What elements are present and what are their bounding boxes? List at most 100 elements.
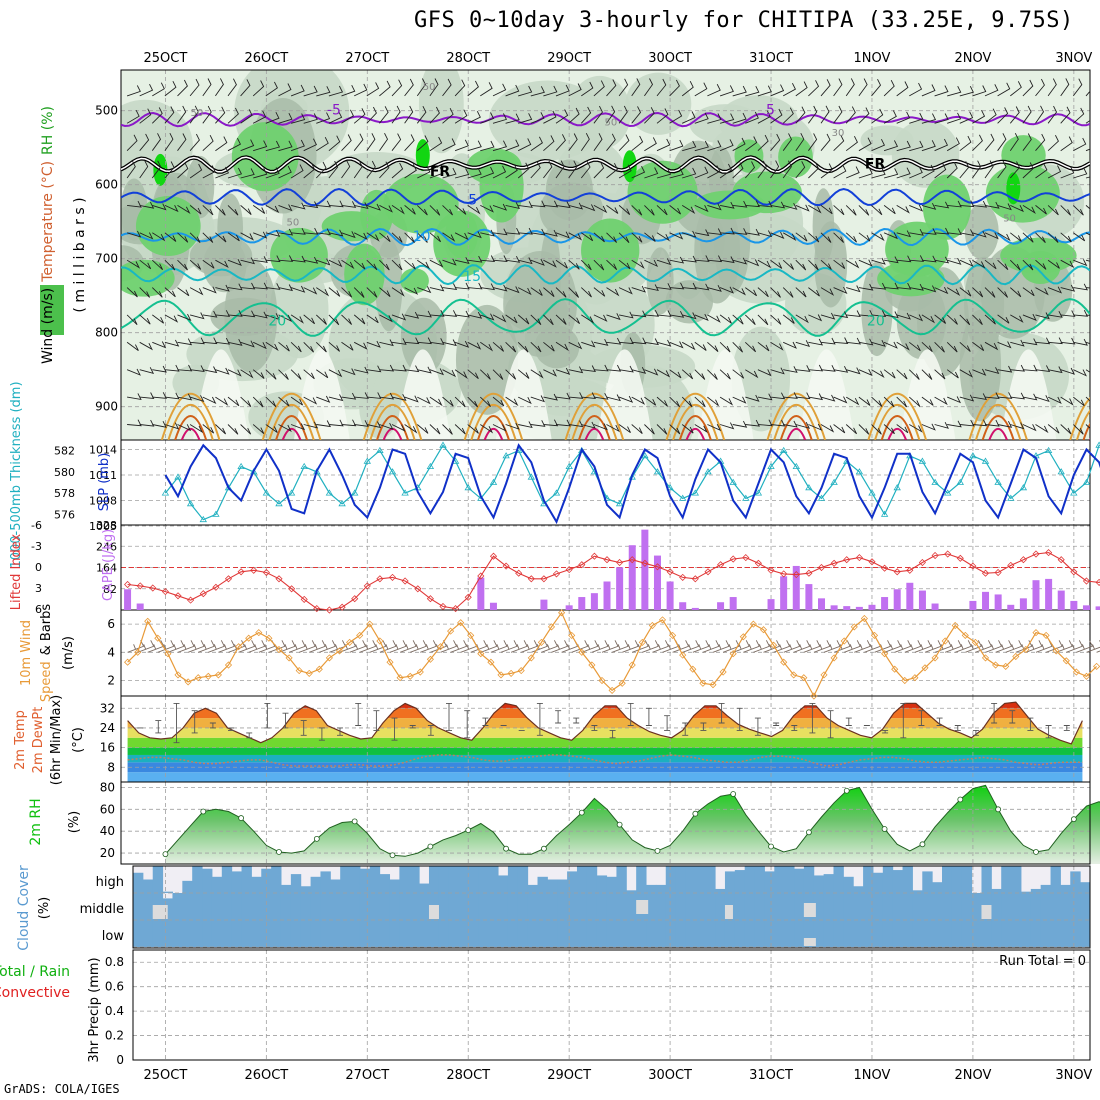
cloud-cell — [567, 871, 578, 893]
wind-barb — [442, 107, 454, 124]
wind-barb — [530, 287, 543, 296]
wind-barb — [379, 314, 393, 323]
cloud-cell — [616, 866, 627, 893]
wind-barb — [618, 232, 630, 244]
wind-barb — [845, 135, 858, 152]
wind-barb — [580, 160, 591, 179]
wind-barb — [1035, 78, 1045, 97]
rh2m-marker — [1070, 816, 1077, 823]
wind-barb — [404, 259, 416, 270]
wind-barb — [278, 112, 293, 124]
cape-bar — [603, 581, 611, 610]
thickness-marker — [855, 468, 864, 475]
wind-barb — [518, 257, 533, 265]
wind-barb — [997, 232, 1011, 242]
cloud-cell — [734, 893, 746, 920]
wind-barb — [1035, 205, 1047, 215]
wind-barb — [328, 200, 344, 208]
y-tick-label-thickness: 576 — [54, 508, 75, 521]
wind-barb — [278, 140, 293, 152]
wind-barb — [732, 341, 744, 353]
wind-barb — [934, 286, 949, 295]
rh-contour-label: 50 — [604, 118, 617, 129]
cloud-cell — [133, 893, 144, 920]
wind-barb — [997, 259, 1009, 271]
cloud-cell — [823, 920, 834, 947]
cape-bar — [780, 576, 788, 610]
thickness-marker — [300, 462, 308, 469]
wind-barb — [618, 205, 631, 215]
wind-barb — [1085, 396, 1090, 402]
y-tick-label-wind: 6 — [107, 617, 115, 631]
wind-speed-marker — [1052, 647, 1060, 655]
isotherm-surface-arch — [1082, 422, 1090, 440]
wind-barb — [909, 204, 924, 212]
wind-speed-marker — [235, 643, 243, 651]
cloud-cell — [695, 866, 706, 893]
rh-dry-plume — [596, 349, 653, 440]
cloud-cell — [517, 893, 529, 920]
wind-barb — [984, 392, 1000, 400]
wind-barb — [126, 230, 142, 238]
wind-barb — [328, 135, 341, 152]
wind-barb — [555, 160, 565, 179]
wind-barb — [139, 314, 151, 325]
wind-barb — [518, 85, 533, 97]
cloud-cell — [843, 920, 854, 947]
wind-barb — [972, 134, 983, 152]
cloud-cell — [863, 920, 874, 947]
cloud-row-label: high — [96, 875, 124, 890]
cloud-cell — [1011, 893, 1022, 920]
wind-barb — [934, 227, 950, 235]
thickness-marker — [325, 489, 334, 496]
wind-barb — [1073, 232, 1086, 242]
wind-barb — [429, 78, 439, 97]
wind-barb — [846, 337, 861, 345]
temp-minmax-bar — [791, 725, 798, 731]
isotherm-label: 15 — [463, 269, 481, 285]
wind-barb — [555, 259, 568, 269]
wind-barb — [227, 78, 237, 97]
wind-barb — [631, 396, 646, 405]
wind-speed-marker — [245, 634, 253, 642]
wind-barb — [795, 161, 806, 179]
wind-barb — [984, 259, 997, 270]
cape-bar — [1019, 598, 1027, 610]
wind-barb-10m — [985, 640, 1003, 653]
wind-barb — [366, 340, 381, 348]
wind-barb — [189, 312, 205, 320]
wind-barb — [328, 394, 344, 402]
wind-barb — [795, 232, 808, 242]
cloud-cell — [991, 920, 1002, 947]
wind-barb — [341, 368, 356, 376]
wind-barb — [1072, 78, 1083, 97]
isotherm-surface-arch — [275, 415, 309, 440]
thickness-marker — [388, 468, 397, 475]
wind-barb-10m — [410, 640, 427, 653]
wind-barb — [997, 107, 1009, 124]
rh2m-marker — [919, 841, 926, 848]
x-tick-label-bottom: 30OCT — [648, 1068, 692, 1083]
wind-barb — [808, 232, 820, 243]
wind-barb-10m — [288, 640, 306, 653]
wind-barb — [202, 396, 217, 404]
thickness-marker — [792, 462, 801, 469]
cape-bar — [1032, 580, 1040, 610]
temp-minmax-bar — [209, 722, 216, 729]
wind-barb — [858, 259, 873, 267]
wind-barb — [227, 232, 240, 242]
wind-barb-10m — [682, 640, 700, 653]
wind-barb — [808, 314, 823, 322]
rh2m-marker — [995, 806, 1002, 813]
wind-barb — [227, 309, 243, 317]
wind-barb — [341, 259, 355, 270]
wind-barb-10m — [823, 640, 841, 653]
wind-barb — [492, 140, 508, 152]
y-tick-label-rh: 40 — [100, 824, 115, 838]
wind-barb — [707, 341, 719, 352]
wind-barb — [480, 112, 495, 124]
lifted-index-marker — [262, 568, 270, 577]
wind-barb — [744, 341, 757, 353]
lifted-index-marker — [502, 562, 510, 570]
wind-speed-marker — [981, 654, 990, 662]
